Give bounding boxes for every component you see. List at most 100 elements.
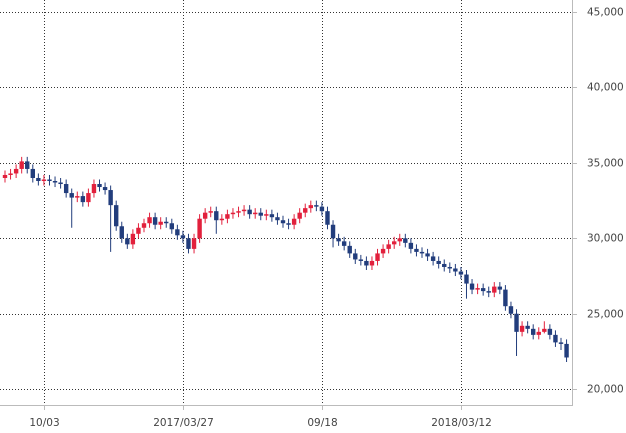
candle-body <box>547 328 553 335</box>
candle-body <box>380 248 386 254</box>
candle-body <box>125 238 130 245</box>
candle-body <box>2 174 8 178</box>
candle-body <box>308 205 313 209</box>
y-tick-label: 35,000 <box>587 158 624 170</box>
candle-body <box>164 221 169 224</box>
candle-body <box>492 286 497 293</box>
candle-body <box>386 244 391 249</box>
candle-body <box>447 266 452 269</box>
candle-body <box>436 260 441 264</box>
candle-body <box>525 325 530 329</box>
candle-body <box>286 223 291 225</box>
candle-body <box>197 218 202 239</box>
candle-body <box>225 214 230 219</box>
candle-body <box>469 283 475 290</box>
candle-body <box>36 177 41 182</box>
candle-body <box>180 235 186 239</box>
candle-body <box>108 190 113 206</box>
candle-body <box>253 212 258 215</box>
candle-body <box>297 212 302 219</box>
candle-body <box>425 253 430 257</box>
candle-body <box>47 179 52 182</box>
candle-body <box>69 193 74 198</box>
candle-body <box>514 313 519 332</box>
candle-body <box>114 205 119 227</box>
candle-body <box>486 291 491 293</box>
candle-body <box>503 289 508 307</box>
candle-body <box>8 173 13 175</box>
candle-body <box>558 342 564 344</box>
candle-body <box>480 288 486 292</box>
candle-body <box>280 220 286 224</box>
candle-body <box>236 211 241 213</box>
candle-body <box>202 212 208 219</box>
candle-body <box>319 206 325 212</box>
x-tick-label: 10/03 <box>29 417 59 429</box>
candle-body <box>80 196 86 203</box>
candle-body <box>13 168 19 174</box>
candle-body <box>269 214 275 218</box>
candle-body <box>141 223 147 228</box>
candle-body <box>19 161 24 169</box>
candle-body <box>97 184 102 188</box>
candle-body <box>453 268 458 272</box>
candle-body <box>91 184 97 194</box>
candle-body <box>519 325 525 332</box>
candle-body <box>175 229 180 236</box>
candle-body <box>497 286 503 290</box>
candle-body <box>136 227 141 234</box>
candle-body <box>564 343 569 358</box>
y-tick-label: 20,000 <box>587 384 624 396</box>
candle-body <box>258 212 263 216</box>
x-tick-label: 2018/03/12 <box>431 417 492 429</box>
x-tick-label: 09/18 <box>307 417 337 429</box>
candle-body <box>475 288 480 290</box>
candle-body <box>130 233 136 245</box>
candle-body <box>369 260 375 266</box>
candle-body <box>230 212 236 215</box>
candle-body <box>336 238 341 242</box>
candle-body <box>102 187 108 191</box>
candle-body <box>314 205 319 207</box>
candle-body <box>52 181 58 183</box>
candle-body <box>397 238 402 242</box>
candle-body <box>219 218 225 221</box>
y-tick-label: 30,000 <box>587 233 624 245</box>
candle-body <box>214 211 219 221</box>
candle-body <box>152 217 158 225</box>
candle-body <box>358 259 364 261</box>
candle-body <box>430 256 436 261</box>
candle-body <box>553 334 558 343</box>
candle-body <box>186 238 191 249</box>
candle-body <box>264 214 269 216</box>
candle-body <box>86 193 91 203</box>
y-tick-label: 45,000 <box>587 7 624 19</box>
candle-body <box>442 263 447 267</box>
candle-body <box>291 218 297 225</box>
candle-body <box>30 168 35 178</box>
y-tick-label: 40,000 <box>587 82 624 94</box>
candle-body <box>208 211 213 213</box>
candle-body <box>247 209 252 215</box>
candle-body <box>458 271 464 275</box>
candle-body <box>325 211 330 225</box>
candle-body <box>147 217 152 224</box>
candle-body <box>364 260 369 266</box>
candle-body <box>275 217 280 221</box>
candle-body <box>408 242 414 249</box>
candle-body <box>508 306 514 314</box>
candle-body <box>464 274 469 284</box>
candle-body <box>353 253 358 260</box>
candle-body <box>403 238 408 243</box>
candle-body <box>58 182 63 185</box>
candle-body <box>375 253 380 261</box>
candle-body <box>75 196 80 198</box>
candle-body <box>542 328 547 332</box>
candle-body <box>169 223 174 230</box>
candle-body <box>63 184 69 194</box>
candle-body <box>119 226 124 239</box>
candle-body <box>392 241 397 245</box>
candle-body <box>536 331 541 335</box>
